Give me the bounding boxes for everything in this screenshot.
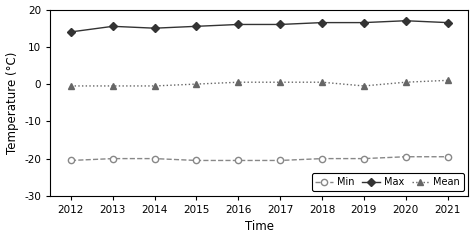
Mean <box>193 83 199 86</box>
Max <box>361 21 367 24</box>
Line: Min: Min <box>68 154 451 163</box>
Min <box>68 159 74 162</box>
Max <box>110 25 116 28</box>
Mean <box>110 85 116 87</box>
Max <box>277 23 283 26</box>
Legend: Min, Max, Mean: Min, Max, Mean <box>311 173 464 191</box>
Mean <box>445 79 450 82</box>
Mean <box>277 81 283 84</box>
Mean <box>319 81 325 84</box>
Max <box>319 21 325 24</box>
Min <box>403 155 409 158</box>
Min <box>236 159 241 162</box>
Min <box>445 155 450 158</box>
Max <box>236 23 241 26</box>
Line: Mean: Mean <box>68 77 451 89</box>
Mean <box>236 81 241 84</box>
Max <box>193 25 199 28</box>
Max <box>152 27 157 30</box>
Min <box>110 157 116 160</box>
Max <box>445 21 450 24</box>
Min <box>193 159 199 162</box>
Mean <box>152 85 157 87</box>
Mean <box>68 85 74 87</box>
Min <box>361 157 367 160</box>
Min <box>152 157 157 160</box>
Mean <box>361 85 367 87</box>
X-axis label: Time: Time <box>245 220 273 234</box>
Max <box>403 19 409 22</box>
Min <box>319 157 325 160</box>
Max <box>68 31 74 33</box>
Mean <box>403 81 409 84</box>
Y-axis label: Temperature (°C): Temperature (°C) <box>6 52 18 154</box>
Line: Max: Max <box>68 18 451 35</box>
Min <box>277 159 283 162</box>
